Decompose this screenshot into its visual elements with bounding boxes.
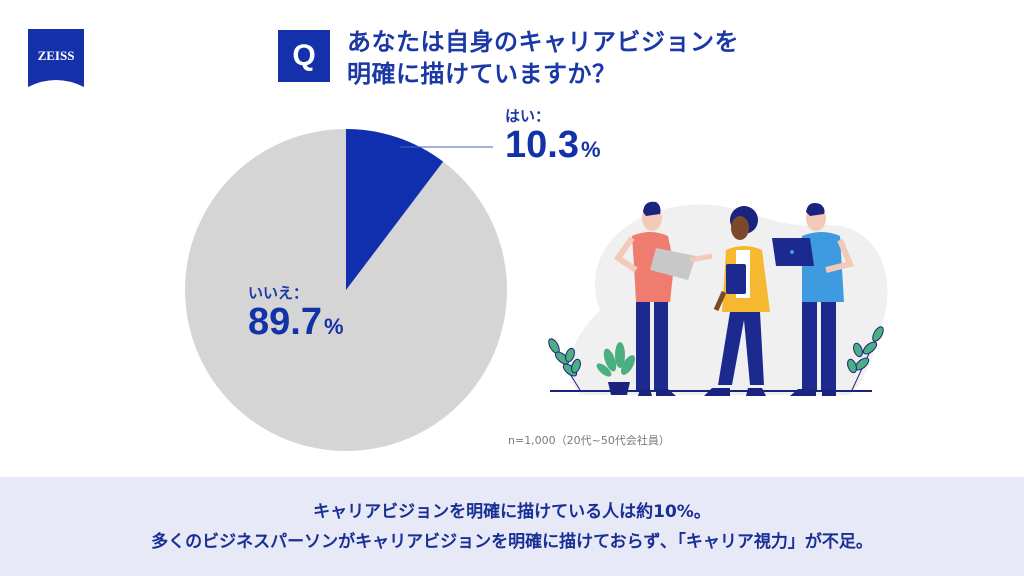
label-yes-value: 10.3% <box>505 124 601 166</box>
label-no: いいえ： 89.7% <box>248 283 344 349</box>
question-title: あなたは自身のキャリアビジョンを 明確に描けていますか？ <box>347 26 739 90</box>
sample-note: n=1,000（20代~50代会社員） <box>508 434 670 447</box>
summary-line-2: 多くのビジネスパーソンがキャリアビジョンを明確に描けておらず､「キャリア視力」が… <box>151 532 873 552</box>
label-no-name: いいえ： <box>248 284 309 302</box>
svg-text:ZEISS: ZEISS <box>38 48 75 63</box>
pie-slice-yes <box>346 129 444 290</box>
label-yes-name: はい： <box>505 107 551 125</box>
question-line-1: あなたは自身のキャリアビジョンを <box>347 28 739 56</box>
question-line-2: 明確に描けていますか？ <box>347 60 617 88</box>
team-illustration <box>548 201 888 396</box>
question-badge: Q <box>278 30 330 82</box>
summary-line-1: キャリアビジョンを明確に描けている人は約10%。 <box>313 502 711 522</box>
summary-band: キャリアビジョンを明確に描けている人は約10%。 多くのビジネスパーソンがキャリ… <box>0 477 1024 576</box>
label-no-value: 89.7% <box>248 301 344 343</box>
label-yes: はい： 10.3% <box>505 106 601 172</box>
zeiss-logo: ZEISS <box>28 29 84 87</box>
